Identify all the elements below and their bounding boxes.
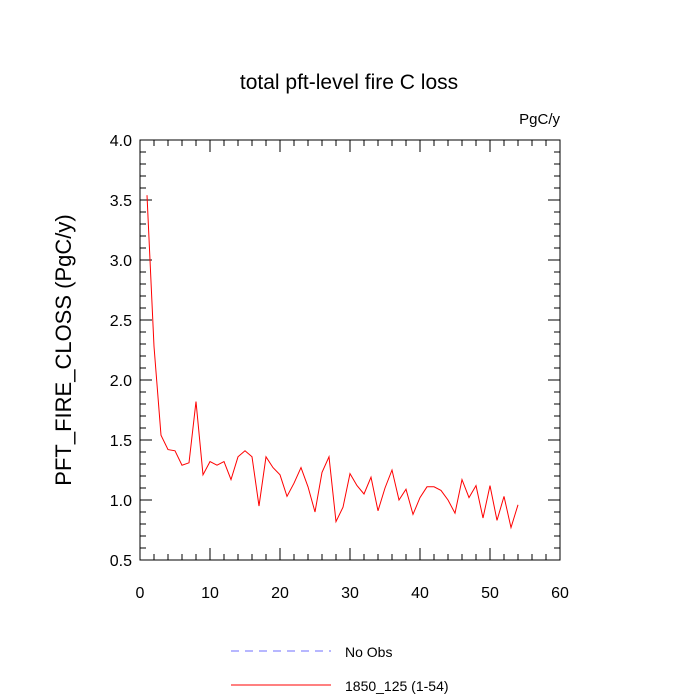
- y-tick-label: 1.0: [110, 493, 132, 510]
- y-tick-label: 4.0: [110, 133, 132, 150]
- x-tick-label: 60: [551, 585, 569, 602]
- y-axis-label: PFT_FIRE_CLOSS (PgC/y): [51, 214, 76, 485]
- series-line-1: [146, 195, 519, 530]
- x-tick-label: 50: [481, 585, 499, 602]
- plot-frame: [139, 139, 561, 561]
- x-tick-label: 30: [341, 585, 359, 602]
- x-tick-label: 40: [411, 585, 429, 602]
- y-tick-label: 2.5: [110, 313, 132, 330]
- series-layer: [146, 195, 519, 530]
- minor-ticks: [140, 140, 560, 560]
- legend: No Obs 1850_125 (1-54): [231, 644, 449, 694]
- y-tick-label: 1.5: [110, 433, 132, 450]
- y-tick-label: 0.5: [110, 553, 132, 570]
- y-tick-label: 2.0: [110, 373, 132, 390]
- x-tick-label: 10: [201, 585, 219, 602]
- y-tick-label: 3.0: [110, 253, 132, 270]
- y-tick-label: 3.5: [110, 193, 132, 210]
- x-tick-label: 20: [271, 585, 289, 602]
- major-ticks: [139, 139, 561, 561]
- legend-label-no-obs: No Obs: [345, 644, 392, 660]
- tick-labels: 0 10 20 30 40 50 60 0.5 1.0 1.5 2.0 2.5 3.0 3.5 4.0: [110, 133, 569, 602]
- legend-label-1850-125: 1850_125 (1-54): [345, 678, 449, 694]
- x-tick-label: 0: [136, 585, 145, 602]
- units-label: PgC/y: [519, 111, 560, 128]
- chart-title: total pft-level fire C loss: [240, 71, 458, 94]
